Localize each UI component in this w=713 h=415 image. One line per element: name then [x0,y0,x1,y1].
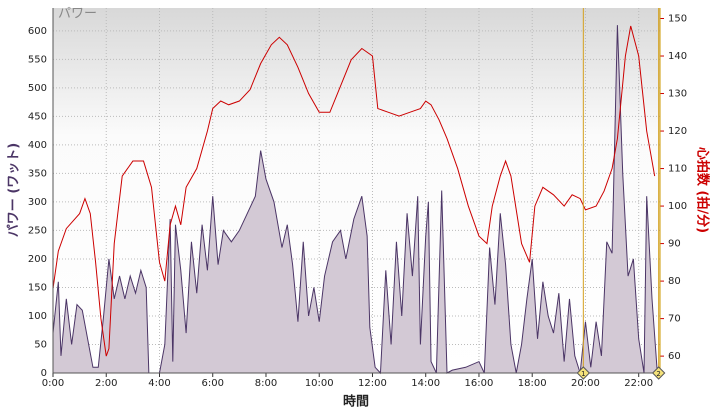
x-tick-label: 6:00 [202,378,224,389]
x-axis-label: 時間 [343,394,369,410]
y2-tick-label: 130 [668,89,687,100]
y-tick-label: 450 [28,111,47,122]
line [52,25,658,375]
y-tick-label: 500 [28,83,47,94]
y2-tick-label: 140 [668,51,687,62]
y-tick-label: 550 [28,54,47,65]
y-tick-label: 600 [28,26,47,37]
y2-tick-label: 80 [668,276,681,287]
x-tick-label: 20:00 [571,378,600,389]
y2-tick-label: 150 [668,14,687,25]
x-tick-label: 4:00 [148,378,170,389]
marker-label: 1 [581,370,585,378]
x-tick-label: 18:00 [518,378,547,389]
x-tick-label: 8:00 [255,378,277,389]
x-tick-label: 16:00 [465,378,494,389]
line [52,25,656,357]
y2-tick-label: 120 [668,126,687,137]
y-tick-label: 300 [28,197,47,208]
y2-tick-label: 100 [668,201,687,212]
y-axis-label: パワー (ワット) [7,143,22,237]
y2-tick-label: 90 [668,239,681,250]
series-label: パワー [58,7,97,22]
y2-tick-label: 70 [668,314,681,325]
y-tick-label: 350 [28,168,47,179]
y-tick-label: 250 [28,225,47,236]
y-tick-label: 150 [28,282,47,293]
y-tick-label: 50 [34,339,47,350]
marker-diamond [576,366,591,380]
marker-label: 2 [656,370,660,378]
x-tick-label: 22:00 [624,378,653,389]
marker-diamond [651,366,666,380]
y-tick-label: 400 [28,140,47,151]
x-tick-label: 14:00 [411,378,440,389]
x-tick-label: 2:00 [95,378,117,389]
y-tick-label: 100 [28,311,47,322]
x-tick-label: 0:00 [42,378,64,389]
area [53,25,658,373]
y-tick-label: 0 [41,368,47,379]
y2-axis-label: 心拍数 (拍/分) [695,147,711,233]
x-tick-label: 12:00 [358,378,387,389]
y2-tick-label: 110 [668,164,687,175]
y2-tick-label: 60 [668,351,681,362]
y-tick-label: 200 [28,254,47,265]
x-tick-label: 10:00 [305,378,334,389]
